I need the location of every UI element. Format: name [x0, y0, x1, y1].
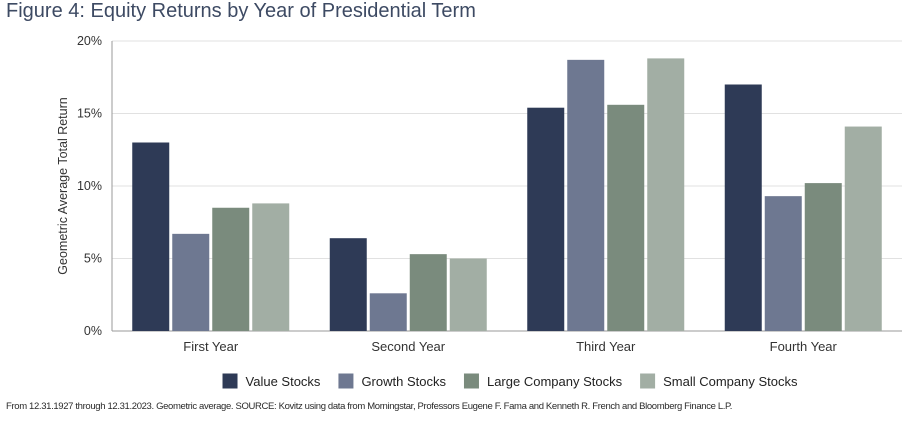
legend-label: Growth Stocks — [361, 374, 446, 389]
y-tick-label: 10% — [77, 179, 102, 193]
bar-small-company-stocks-fourth-year — [844, 126, 882, 331]
y-tick-label: 5% — [84, 252, 102, 266]
bar-growth-stocks-third-year — [567, 59, 605, 331]
bar-value-stocks-fourth-year — [724, 84, 762, 331]
legend-swatch-value-stocks — [222, 373, 238, 389]
bar-growth-stocks-first-year — [172, 233, 210, 331]
bar-value-stocks-first-year — [132, 142, 170, 331]
bar-large-company-stocks-fourth-year — [804, 183, 842, 331]
legend-label: Small Company Stocks — [663, 374, 798, 389]
grouped-bar-chart: 0% 5% 10% 15% 20% Geometric Average Total Ret… — [56, 34, 902, 389]
y-tick-label: 20% — [77, 34, 102, 48]
legend-label: Large Company Stocks — [487, 374, 623, 389]
bar-small-company-stocks-third-year — [647, 58, 685, 332]
footnote: From 12.31.1927 through 12.31.2023. Geom… — [6, 401, 733, 412]
bar-small-company-stocks-first-year — [252, 203, 290, 331]
bar-small-company-stocks-second-year — [449, 258, 487, 331]
y-tick-label: 0% — [84, 324, 102, 338]
bar-growth-stocks-second-year — [369, 293, 407, 331]
legend-swatch-large-company-stocks — [463, 373, 479, 389]
y-tick-label: 15% — [77, 107, 102, 121]
figure-title: Figure 4: Equity Returns by Year of Pres… — [6, 0, 476, 22]
x-tick-label: First Year — [183, 339, 239, 354]
bar-large-company-stocks-first-year — [212, 207, 250, 331]
x-tick-label: Second Year — [371, 339, 445, 354]
y-axis-label: Geometric Average Total Return — [56, 97, 70, 274]
bar-growth-stocks-fourth-year — [764, 196, 802, 331]
legend-swatch-growth-stocks — [338, 373, 354, 389]
x-tick-label: Fourth Year — [770, 339, 838, 354]
legend-swatch-small-company-stocks — [640, 373, 656, 389]
legend-label: Value Stocks — [246, 374, 321, 389]
x-tick-label: Third Year — [576, 339, 636, 354]
bar-value-stocks-third-year — [527, 107, 565, 331]
bar-value-stocks-second-year — [329, 238, 367, 331]
bar-large-company-stocks-third-year — [607, 104, 645, 331]
bar-large-company-stocks-second-year — [409, 254, 447, 331]
